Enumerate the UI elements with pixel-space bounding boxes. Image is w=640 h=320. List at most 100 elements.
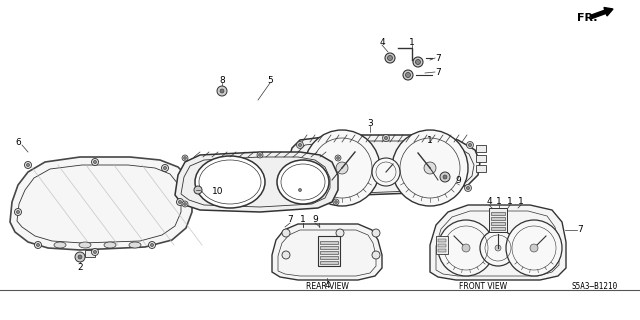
Circle shape	[220, 89, 224, 93]
Bar	[489, 208, 507, 232]
Circle shape	[184, 203, 186, 205]
Text: 7: 7	[435, 53, 441, 62]
Text: FR.: FR.	[577, 13, 598, 23]
Bar	[320, 255, 338, 259]
Bar	[438, 249, 446, 252]
Circle shape	[282, 229, 290, 237]
Polygon shape	[10, 157, 192, 250]
Circle shape	[335, 155, 341, 161]
Circle shape	[15, 209, 22, 215]
Text: 7: 7	[287, 215, 293, 225]
Circle shape	[495, 245, 501, 251]
Circle shape	[161, 164, 168, 172]
Polygon shape	[175, 152, 338, 212]
Ellipse shape	[129, 242, 141, 248]
Circle shape	[148, 242, 156, 249]
Bar	[491, 217, 505, 220]
Bar	[438, 239, 446, 242]
Circle shape	[17, 211, 19, 213]
Text: 2: 2	[77, 262, 83, 271]
Text: 5: 5	[267, 76, 273, 84]
Circle shape	[35, 242, 42, 249]
Circle shape	[438, 220, 494, 276]
Circle shape	[424, 162, 436, 174]
Bar	[476, 155, 486, 162]
Circle shape	[530, 244, 538, 252]
Circle shape	[387, 55, 392, 60]
Text: 7: 7	[577, 226, 583, 235]
Polygon shape	[288, 135, 480, 195]
FancyArrow shape	[591, 7, 613, 19]
Text: 9: 9	[455, 175, 461, 185]
Text: 3: 3	[367, 118, 373, 127]
Polygon shape	[272, 224, 382, 280]
Circle shape	[177, 198, 184, 205]
Circle shape	[75, 252, 85, 262]
Circle shape	[372, 229, 380, 237]
Polygon shape	[85, 250, 95, 257]
Circle shape	[217, 86, 227, 96]
Text: 1: 1	[409, 37, 415, 46]
Circle shape	[465, 185, 472, 191]
Circle shape	[93, 161, 97, 164]
Circle shape	[259, 154, 261, 156]
Circle shape	[385, 53, 395, 63]
Circle shape	[336, 162, 348, 174]
Circle shape	[443, 175, 447, 179]
Circle shape	[92, 158, 99, 165]
Ellipse shape	[277, 160, 329, 204]
Circle shape	[335, 201, 337, 203]
Circle shape	[467, 141, 474, 148]
Circle shape	[462, 244, 470, 252]
Circle shape	[298, 188, 301, 191]
Circle shape	[163, 166, 166, 170]
Circle shape	[333, 199, 339, 205]
Bar	[438, 244, 446, 247]
Text: 4: 4	[324, 281, 330, 290]
Circle shape	[372, 251, 380, 259]
Bar	[320, 245, 338, 249]
Text: 1: 1	[507, 197, 513, 206]
Ellipse shape	[195, 156, 265, 208]
Circle shape	[24, 162, 31, 169]
Bar	[491, 212, 505, 215]
Circle shape	[415, 60, 420, 65]
Bar	[320, 241, 338, 244]
Text: 7: 7	[435, 68, 441, 76]
Bar	[318, 236, 340, 266]
Circle shape	[336, 229, 344, 237]
Text: FRONT VIEW: FRONT VIEW	[459, 282, 507, 291]
Text: 10: 10	[212, 188, 224, 196]
Circle shape	[392, 130, 468, 206]
Circle shape	[282, 251, 290, 259]
Text: S5A3–B1210: S5A3–B1210	[572, 282, 618, 291]
Polygon shape	[430, 205, 566, 280]
Circle shape	[403, 70, 413, 80]
Circle shape	[467, 187, 470, 189]
Circle shape	[406, 73, 410, 77]
Circle shape	[506, 220, 562, 276]
Ellipse shape	[54, 242, 66, 248]
Text: 1: 1	[300, 215, 306, 225]
Circle shape	[304, 130, 380, 206]
Bar	[476, 145, 486, 152]
Circle shape	[383, 134, 390, 141]
Circle shape	[385, 137, 387, 140]
Circle shape	[480, 230, 516, 266]
Circle shape	[26, 164, 29, 166]
Circle shape	[182, 201, 188, 207]
Circle shape	[184, 157, 186, 159]
Text: 8: 8	[219, 76, 225, 84]
Ellipse shape	[79, 242, 91, 248]
Circle shape	[78, 255, 82, 259]
Circle shape	[93, 251, 97, 253]
Circle shape	[298, 143, 301, 147]
Text: 9: 9	[312, 215, 318, 225]
Text: 4: 4	[486, 197, 492, 206]
Circle shape	[337, 157, 339, 159]
Bar	[320, 260, 338, 264]
Text: 6: 6	[15, 138, 21, 147]
Circle shape	[182, 155, 188, 161]
Bar	[491, 227, 505, 230]
Ellipse shape	[104, 242, 116, 248]
